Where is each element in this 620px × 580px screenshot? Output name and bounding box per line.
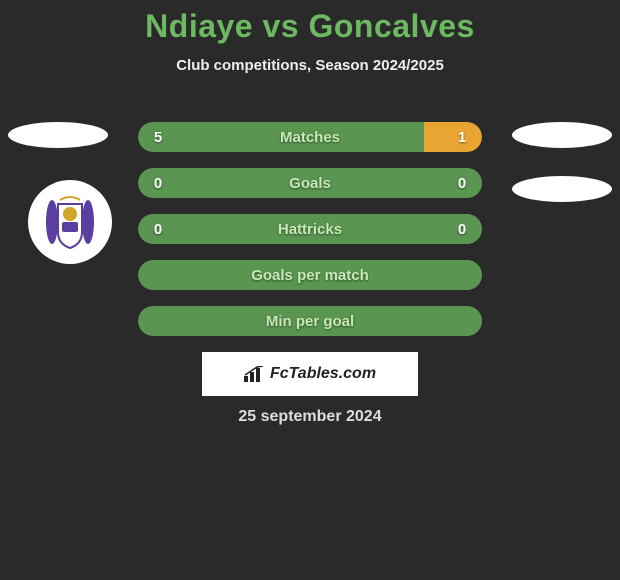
- stat-value-left: 0: [138, 221, 178, 238]
- title-vs: vs: [262, 8, 299, 44]
- stats-container: 5Matches10Goals00Hattricks0Goals per mat…: [138, 122, 482, 352]
- stat-value-right: 0: [442, 175, 482, 192]
- page-title: Ndiaye vs Goncalves: [0, 0, 620, 45]
- stat-value-left: 5: [138, 129, 178, 146]
- date-text: 25 september 2024: [0, 408, 620, 426]
- anderlecht-crest: [28, 180, 112, 264]
- stat-row: 0Goals0: [138, 168, 482, 198]
- player-left-name: Ndiaye: [145, 8, 253, 44]
- stat-row: 5Matches1: [138, 122, 482, 152]
- stat-label: Goals per match: [178, 267, 442, 284]
- stat-value-left: 0: [138, 175, 178, 192]
- stat-row: 0Hattricks0: [138, 214, 482, 244]
- player-right-name: Goncalves: [308, 8, 474, 44]
- stat-label: Min per goal: [178, 313, 442, 330]
- bars-icon: [244, 366, 264, 382]
- stat-label: Hattricks: [178, 221, 442, 238]
- player-right-badge-placeholder-2: [512, 176, 612, 202]
- fctables-label: FcTables.com: [270, 365, 376, 383]
- stat-value-right: 1: [442, 129, 482, 146]
- player-right-badge-placeholder: [512, 122, 612, 148]
- subtitle: Club competitions, Season 2024/2025: [0, 57, 620, 74]
- stat-label: Goals: [178, 175, 442, 192]
- stat-row: Min per goal: [138, 306, 482, 336]
- crest-icon: [40, 192, 100, 252]
- stat-row: Goals per match: [138, 260, 482, 290]
- stat-value-right: 0: [442, 221, 482, 238]
- fctables-watermark: FcTables.com: [202, 352, 418, 396]
- stat-label: Matches: [178, 129, 442, 146]
- player-left-badge-placeholder: [8, 122, 108, 148]
